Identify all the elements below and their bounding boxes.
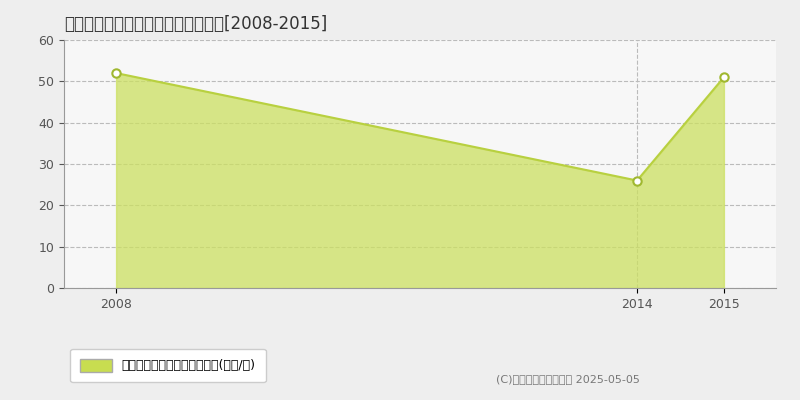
- Legend: マンション価格　平均坪単価(万円/坪): マンション価格 平均坪単価(万円/坪): [70, 349, 266, 382]
- Text: (C)土地価格ドットコム 2025-05-05: (C)土地価格ドットコム 2025-05-05: [496, 374, 640, 384]
- Text: 宮崎市源藤町　マンション価格推移[2008-2015]: 宮崎市源藤町 マンション価格推移[2008-2015]: [64, 15, 327, 33]
